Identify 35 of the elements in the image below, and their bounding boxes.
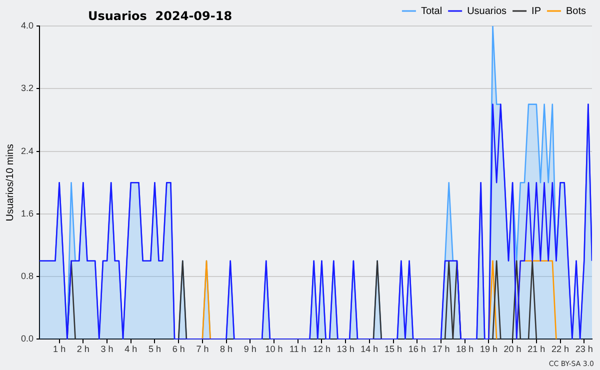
x-tick-label: 22 h <box>552 344 570 354</box>
legend-label: Usuarios <box>467 6 507 17</box>
y-tick-label: 0.0 <box>20 334 34 344</box>
x-tick-label: 6 h <box>172 344 185 354</box>
x-tick-label: 19 h <box>480 344 498 354</box>
x-tick-label: 2 h <box>76 344 90 354</box>
legend-label: IP <box>532 6 542 17</box>
x-tick-label: 8 h <box>220 344 233 354</box>
legend-label: Bots <box>566 6 586 17</box>
y-tick-label: 0.8 <box>20 271 34 282</box>
y-tick-label: 1.6 <box>20 208 34 218</box>
x-tick-label: 13 h <box>336 344 354 354</box>
x-tick-label: 14 h <box>360 344 378 354</box>
x-tick-label: 12 h <box>312 344 330 354</box>
x-tick-label: 3 h <box>100 344 114 354</box>
x-tick-label: 15 h <box>384 344 402 354</box>
y-tick-label: 4.0 <box>20 20 34 30</box>
y-axis-title: Usuarios/10 mins <box>4 144 16 222</box>
y-tick-label: 2.4 <box>20 146 34 156</box>
x-tick-label: 5 h <box>148 344 161 354</box>
x-tick-label: 7 h <box>196 344 209 354</box>
x-tick-label: 21 h <box>528 344 546 354</box>
legend-label: Total <box>420 6 442 17</box>
x-tick-label: 11 h <box>289 344 306 354</box>
x-tick-label: 16 h <box>408 344 426 354</box>
x-tick-label: 10 h <box>265 344 283 354</box>
x-tick-label: 9 h <box>244 344 256 354</box>
chart-title: Usuarios 2024-09-18 <box>88 9 232 23</box>
x-tick-label: 4 h <box>124 344 138 354</box>
x-tick-label: 1 h <box>53 344 66 354</box>
x-tick-label: 20 h <box>504 344 522 354</box>
y-tick-label: 3.2 <box>20 83 34 94</box>
x-tick-label: 18 h <box>456 344 474 354</box>
x-tick-label: 17 h <box>432 344 450 354</box>
x-tick-label: 23 h <box>575 344 593 354</box>
